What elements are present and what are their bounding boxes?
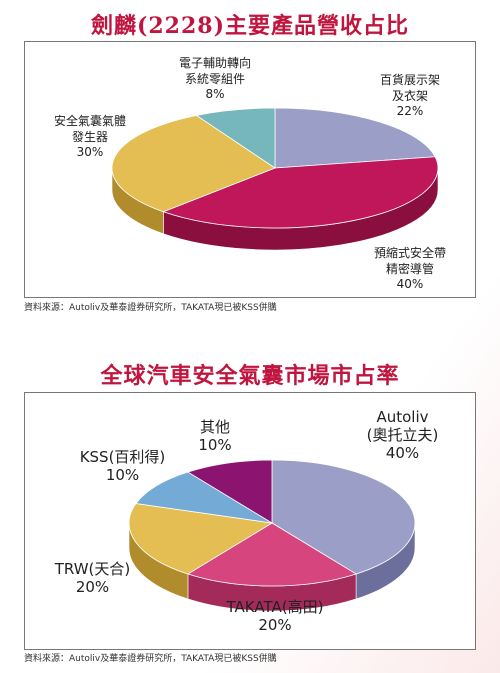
slice-name-line: 其他 xyxy=(199,418,230,436)
slice-name-line: KSS(百利得) xyxy=(79,448,166,466)
chart1-pie-slice-1 xyxy=(274,107,436,169)
chart2-label-slice-4: KSS(百利得) 10% xyxy=(55,448,190,484)
slice-percent: 10% xyxy=(105,466,140,484)
slice-name-line: 安全氣囊氣體 xyxy=(53,114,126,128)
chart1-pie-slice-4 xyxy=(195,107,276,169)
chart1-label-slice-2: 預縮式安全帶 精密導管 40% xyxy=(350,246,470,293)
chart1-title: 劍麟(2228)主要產品營收占比 xyxy=(90,13,410,39)
slice-percent: 10% xyxy=(198,436,232,454)
chart2-pie-slice-3 xyxy=(128,503,274,575)
slice-name-line: 及衣架 xyxy=(391,88,428,103)
chart2-label-slice-2: TAKATA(高田) 20% xyxy=(205,598,345,634)
chart1-pie-slice-2 xyxy=(162,156,439,229)
slice-name-line: 系統零組件 xyxy=(184,71,245,86)
chart2-pie-slice-5 xyxy=(186,459,273,524)
slice-name-line: TAKATA(高田) xyxy=(226,598,324,616)
chart2-pie-slice-2 xyxy=(186,522,358,587)
slice-name-line: TRW(天合) xyxy=(54,560,131,578)
slice-name-line: 精密導管 xyxy=(385,261,434,276)
chart2-pie-slice-4 xyxy=(135,471,273,524)
chart2-label-slice-3: TRW(天合) 20% xyxy=(30,560,155,596)
slice-name-line: (奧托立夫) xyxy=(366,426,439,444)
chart2-pie-slice-1 xyxy=(271,459,416,575)
slice-name-line: 預縮式安全帶 xyxy=(373,246,446,260)
chart2-source: 資料來源：Autoliv及華泰證券研究所，TAKATA現已被KSS併購 xyxy=(24,654,277,664)
slice-percent: 20% xyxy=(75,578,110,596)
slice-percent: 40% xyxy=(385,444,420,462)
slice-percent: 30% xyxy=(76,145,104,160)
chart1-label-slice-3: 安全氣囊氣體 發生器 30% xyxy=(30,114,150,161)
chart2-label-slice-1: Autoliv (奧托立夫) 40% xyxy=(345,408,460,462)
slice-percent: 8% xyxy=(205,87,225,102)
chart1-pie-slice-3 xyxy=(111,114,276,213)
slice-percent: 40% xyxy=(396,277,424,292)
chart1-label-slice-1: 百貨展示架 及衣架 22% xyxy=(355,73,465,120)
slice-name-line: Autoliv xyxy=(376,408,429,426)
slice-name-line: 發生器 xyxy=(71,129,108,144)
slice-percent: 20% xyxy=(258,616,292,634)
slice-name-line: 電子輔助轉向 xyxy=(178,56,251,70)
chart1-label-slice-4: 電子輔助轉向 系統零組件 8% xyxy=(155,56,275,103)
slice-percent: 22% xyxy=(396,104,424,119)
chart2-title: 全球汽車安全氣囊市場市占率 xyxy=(100,363,400,389)
slice-name-line: 百貨展示架 xyxy=(379,73,440,87)
chart1-source: 資料來源：Autoliv及華泰證券研究所，TAKATA現已被KSS併購 xyxy=(24,303,277,313)
chart2-label-slice-5: 其他 10% xyxy=(180,418,250,454)
